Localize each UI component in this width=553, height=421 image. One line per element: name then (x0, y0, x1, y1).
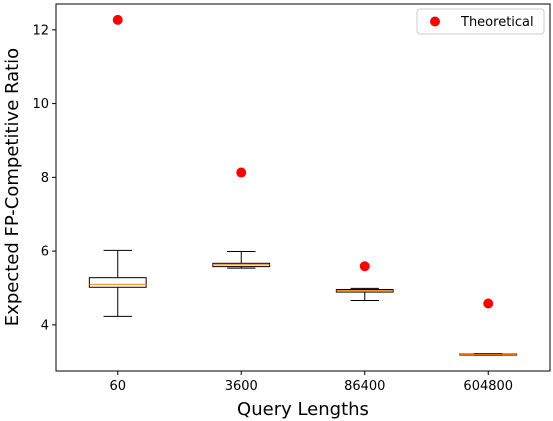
theoretical-point-86400 (359, 261, 370, 272)
x-tick-label-86400: 86400 (344, 379, 385, 394)
y-tick-label-4: 4 (41, 318, 49, 333)
iqr-box (88, 277, 147, 288)
legend-marker-theoretical (430, 16, 440, 27)
boxes-layer (88, 249, 518, 356)
plot-area (56, 4, 550, 371)
box-3600 (212, 250, 271, 269)
box-60 (88, 249, 147, 317)
x-axis: 60 3600 86400 604800 (109, 371, 513, 394)
x-tick-label-60: 60 (109, 379, 126, 394)
x-tick-label-3600: 3600 (225, 379, 258, 394)
y-axis: 4 6 8 10 12 (32, 23, 56, 333)
y-tick-label-6: 6 (41, 245, 49, 260)
box-604800 (459, 353, 518, 356)
theoretical-point-3600 (236, 167, 247, 178)
y-tick-label-8: 8 (41, 171, 49, 186)
legend: Theoretical (416, 8, 545, 35)
y-tick-label-10: 10 (32, 97, 49, 112)
plot-frame (55, 3, 551, 372)
x-axis-title: Query Lengths (237, 399, 369, 420)
y-axis-title: Expected FP-Competitive Ratio (2, 48, 23, 326)
legend-label-theoretical: Theoretical (460, 15, 534, 30)
legend-box (416, 8, 545, 35)
theoretical-point-60 (112, 14, 123, 25)
y-tick-label-12: 12 (32, 23, 49, 38)
box-86400 (335, 287, 394, 302)
theoretical-point-604800 (483, 298, 494, 309)
theoretical-points-layer (112, 14, 494, 309)
x-tick-label-604800: 604800 (463, 379, 513, 394)
